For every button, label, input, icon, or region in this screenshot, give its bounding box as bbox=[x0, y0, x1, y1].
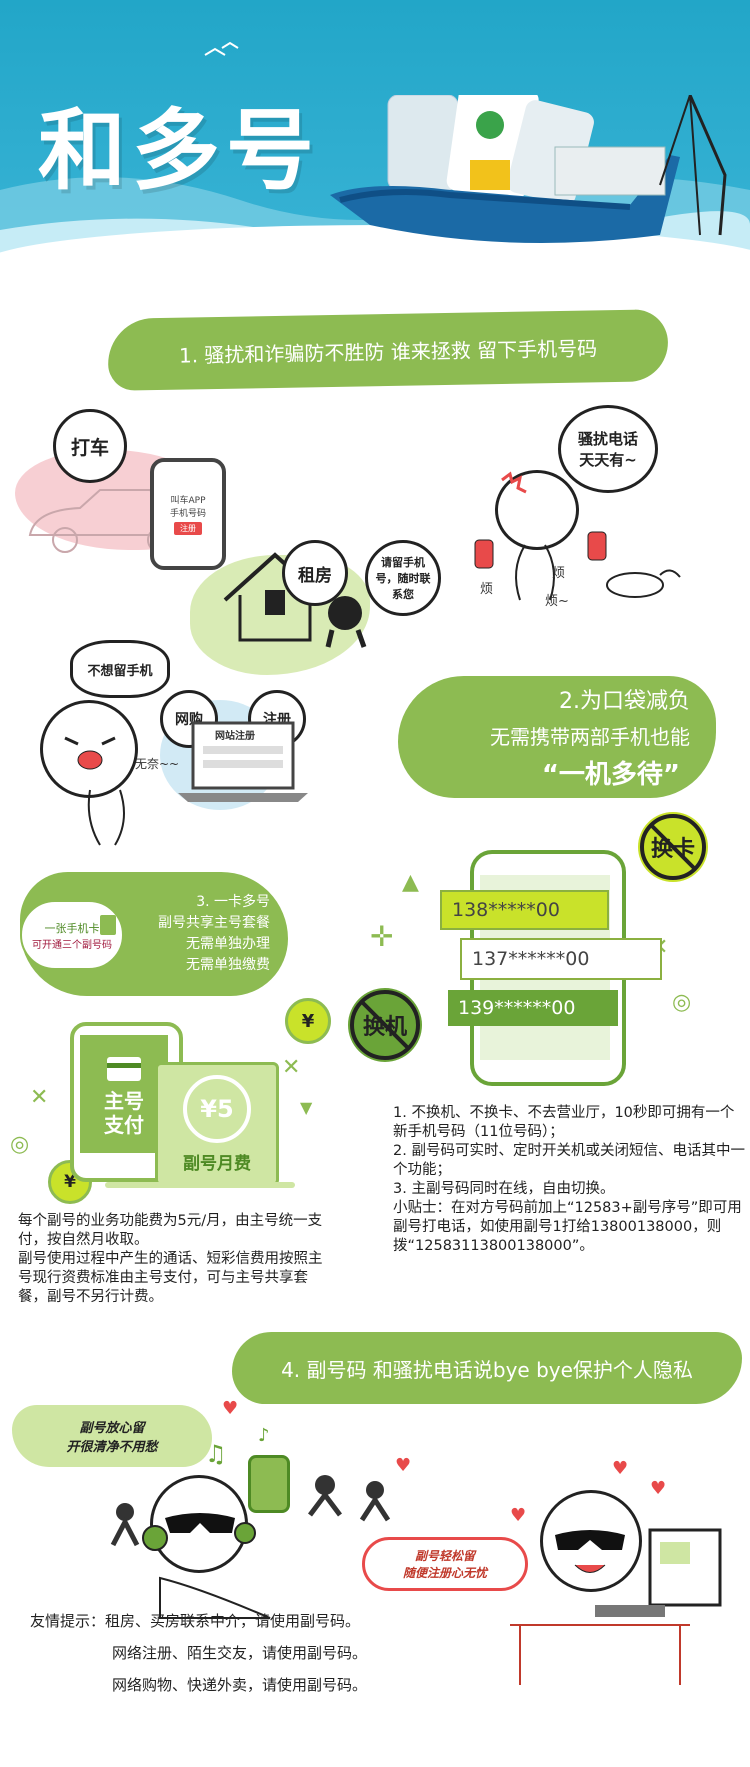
ribbon-line: 副号放心留 bbox=[79, 1421, 145, 1436]
character-body bbox=[87, 789, 125, 846]
desk-icon bbox=[510, 1624, 690, 1685]
ribbon-worry-free: 副号轻松留 随便注册心无忧 bbox=[362, 1537, 528, 1591]
crying-face-icon bbox=[64, 736, 116, 770]
section3-description: 每个副号的业务功能费为5元/月，由主号统一支付，按自然月收取。 副号使用过程中产… bbox=[18, 1212, 328, 1307]
yen-icon: ¥ bbox=[285, 998, 331, 1044]
sparkle-icon: ✛ bbox=[370, 920, 394, 953]
section3-desc-line: 每个副号的业务功能费为5元/月，由主号统一支付，按自然月收取。 bbox=[18, 1213, 323, 1248]
section2-desc-line: 1. 不换机、不换卡、不去营业厅，10秒即可拥有一个新手机号码（11位号码）； bbox=[393, 1105, 735, 1140]
section3-line: 副号共享主号套餐 bbox=[158, 915, 270, 931]
sunglasses-headphones-icon bbox=[142, 1513, 271, 1619]
bubble-dont-leave-number: 不想留手机 bbox=[70, 640, 170, 698]
ribbon-carefree: 副号放心留 开很清净不用愁 bbox=[12, 1405, 212, 1467]
prohibit-icon bbox=[640, 814, 706, 880]
silhouette-icon bbox=[110, 1503, 140, 1547]
number-139: 139******00 bbox=[448, 990, 618, 1026]
badge-rent: 租房 bbox=[282, 540, 348, 606]
tip-line: 网络注册、陌生交友，请使用副号码。 bbox=[112, 1644, 368, 1662]
sparkle-icon: ✕ bbox=[282, 1055, 301, 1080]
section2-heading: 2.为口袋减负 无需携带两部手机也能 “一机多待” bbox=[398, 676, 716, 798]
ribbon-line: 随便注册心无忧 bbox=[402, 1566, 487, 1580]
triangle-icon: ▼ bbox=[300, 1098, 313, 1117]
section3-line: 无需单独缴费 bbox=[186, 957, 270, 973]
sim-card-icon bbox=[100, 915, 116, 935]
fainted-character bbox=[606, 569, 681, 598]
fee-amount: ¥5 bbox=[183, 1074, 251, 1143]
onomatopoeia-text: 烦~ bbox=[545, 594, 569, 609]
crying-character bbox=[40, 700, 138, 798]
music-note-icon: ♫ bbox=[205, 1440, 227, 1468]
ship-icon bbox=[330, 95, 727, 243]
section2-line1: 2.为口袋减负 bbox=[559, 689, 690, 714]
section1-heading: 1. 骚扰和诈骗防不胜防 谁来拯救 留下手机号码 bbox=[107, 309, 669, 391]
number-137: 137******00 bbox=[460, 938, 662, 980]
sparkle-icon: ✕ bbox=[30, 1085, 49, 1110]
heart-icon: ♥ bbox=[650, 1478, 667, 1499]
silhouettes-icon bbox=[308, 1475, 391, 1522]
heart-icon: ♥ bbox=[510, 1505, 527, 1526]
section2-desc-line: 小贴士：在对方号码前加上“12583+副号序号”即可用副号打电话，如使用副号1打… bbox=[393, 1200, 742, 1254]
anger-icon bbox=[501, 471, 527, 494]
bubble-harassment: 骚扰电话 天天有~ bbox=[558, 405, 658, 493]
onomatopoeia-text: 无奈~~ bbox=[135, 757, 180, 771]
section2-line3: “一机多待” bbox=[541, 760, 680, 790]
main-pay-label: 主号支付 bbox=[104, 1089, 144, 1137]
annoyed-character bbox=[495, 470, 579, 550]
sunglasses-computer-icon bbox=[555, 1528, 722, 1617]
section2-desc-line: 3. 主副号码同时在线，自由切换。 bbox=[393, 1181, 615, 1197]
ring-icon: ◎ bbox=[672, 990, 692, 1015]
main-number-pay: 主号支付 bbox=[80, 1035, 168, 1153]
monthly-fee-scroll: ¥5 副号月费 bbox=[155, 1062, 279, 1186]
ribbon-line: 开很清净不用愁 bbox=[66, 1440, 158, 1455]
phone-register-button: 注册 bbox=[174, 522, 202, 535]
fee-label: 副号月费 bbox=[183, 1153, 251, 1174]
phone-icon bbox=[248, 1455, 290, 1513]
section3-line: 3. 一卡多号 bbox=[196, 894, 270, 910]
header-banner bbox=[0, 0, 750, 275]
badge-no-phone-change: 换机 bbox=[348, 988, 422, 1062]
ring-icon: ◎ bbox=[10, 1132, 30, 1157]
onomatopoeia-text: 烦 bbox=[552, 566, 566, 581]
character-body bbox=[474, 531, 607, 601]
section2-line2: 无需携带两部手机也能 bbox=[490, 725, 690, 749]
ribbon-line: 副号轻松留 bbox=[414, 1549, 475, 1563]
section3-desc-line: 副号使用过程中产生的通话、短彩信费用按照主号现行资费标准由主号支付，可与主号共享… bbox=[18, 1251, 323, 1305]
credit-card-icon bbox=[107, 1057, 141, 1081]
section2-desc-line: 2. 副号码可实时、定时开关机或关闭短信、电话其中一个功能； bbox=[393, 1143, 745, 1178]
sim-card-label: 一张手机卡 bbox=[44, 921, 100, 935]
phone-app-title: 叫车APP bbox=[170, 496, 206, 506]
sim-card-badge: 一张手机卡 可开通三个副号码 bbox=[20, 900, 124, 970]
phone-app-illustration: 叫车APP 手机号码 注册 bbox=[150, 458, 226, 570]
phone-field-label: 手机号码 bbox=[169, 509, 206, 519]
heart-icon: ♥ bbox=[395, 1455, 412, 1476]
tip-line: 友情提示：租房、买房联系中介，请使用副号码。 bbox=[30, 1612, 361, 1630]
badge-taxi: 打车 bbox=[53, 409, 127, 483]
site-title: 网站注册 bbox=[215, 731, 255, 742]
onomatopoeia-text: 烦 bbox=[480, 582, 494, 597]
shadow-bar bbox=[105, 1182, 295, 1188]
section3-line: 无需单独办理 bbox=[186, 936, 270, 952]
character-silhouette bbox=[325, 596, 367, 648]
bubble-landlord: 请留手机号，随时联系您 bbox=[365, 540, 441, 616]
prohibit-icon bbox=[350, 990, 420, 1060]
triangle-icon: ▲ bbox=[402, 870, 419, 895]
friendly-tips: 友情提示：租房、买房联系中介，请使用副号码。 网络注册、陌生交友，请使用副号码。… bbox=[30, 1605, 367, 1701]
laptop-icon bbox=[178, 721, 308, 802]
music-note-icon: ♪ bbox=[258, 1425, 270, 1446]
heart-icon: ♥ bbox=[612, 1458, 629, 1479]
section2-description: 1. 不换机、不换卡、不去营业厅，10秒即可拥有一个新手机号码（11位号码）； … bbox=[393, 1104, 748, 1256]
heart-icon: ♥ bbox=[222, 1398, 239, 1419]
tip-line: 网络购物、快递外卖，请使用副号码。 bbox=[112, 1676, 368, 1694]
number-138: 138*****00 bbox=[440, 890, 609, 930]
badge-no-sim-change: 换卡 bbox=[638, 812, 708, 882]
page-title: 和多号 bbox=[38, 99, 321, 202]
sim-card-sublabel: 可开通三个副号码 bbox=[32, 939, 112, 951]
section4-heading: 4. 副号码 和骚扰电话说bye bye保护个人隐私 bbox=[232, 1332, 742, 1404]
